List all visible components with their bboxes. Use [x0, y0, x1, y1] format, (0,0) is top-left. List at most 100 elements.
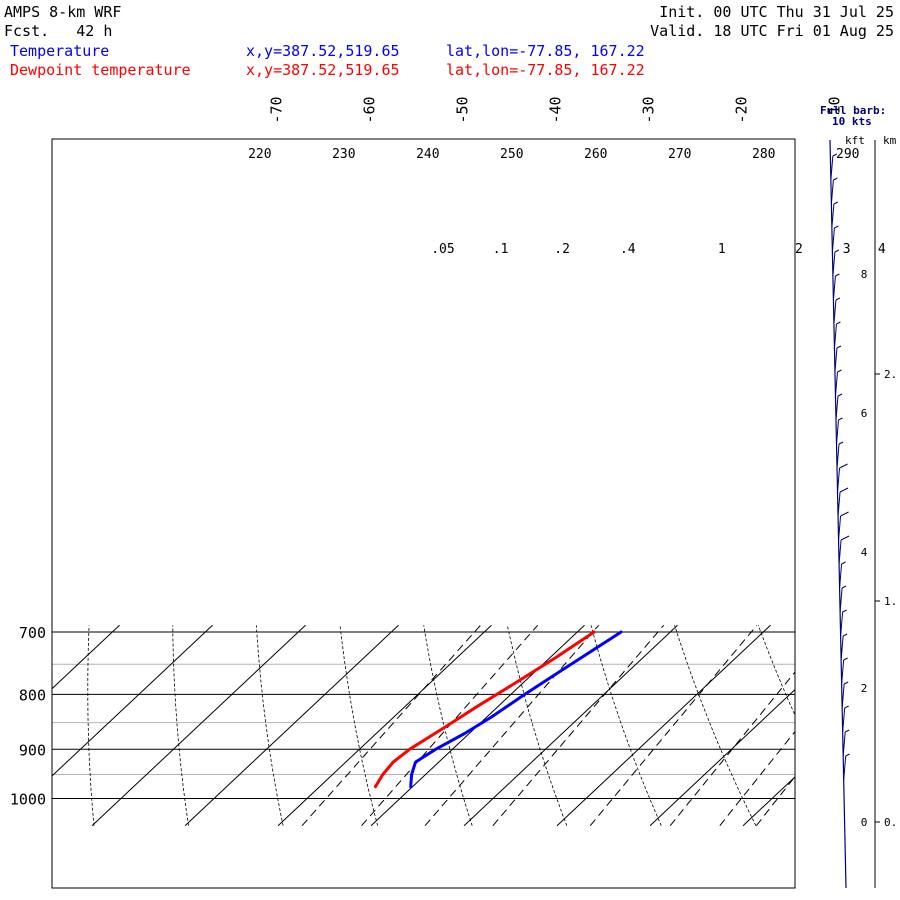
wind-barb [837, 463, 848, 493]
valid-time: Valid. 18 UTC Fri 01 Aug 25 [650, 22, 894, 40]
mixing-ratio-line [719, 730, 795, 827]
isotherm-line [91, 624, 306, 827]
mixing-ratio-label: .1 [493, 242, 509, 257]
mixing-ratio-label: 2 [795, 242, 803, 257]
height-km-tick-label: 1. [884, 595, 897, 608]
dry-adiabat-line [757, 625, 795, 717]
dry-adiabat-line [0, 625, 6, 825]
isotherm-line [184, 624, 399, 827]
mixing-ratio-label: 3 [843, 242, 851, 257]
height-kft-tick-label: 6 [861, 407, 868, 420]
wind-barb [841, 657, 848, 685]
mixing-ratio-line [669, 671, 795, 827]
wind-barb [838, 535, 850, 565]
mixing-ratio-line [492, 624, 665, 827]
wind-barb [839, 585, 847, 613]
dry-adiabat-line [590, 625, 662, 826]
dry-adiabat-line [674, 625, 757, 826]
pressure-tick-label: 900 [19, 741, 46, 759]
dry-adiabat-line [423, 625, 473, 826]
barb-note-title: Full barb: [820, 104, 886, 117]
wind-barb [842, 729, 850, 757]
height-kft-tick-label: 8 [861, 268, 868, 281]
dewpoint-legend-label: Dewpoint temperature [10, 61, 191, 79]
pressure-tick-label: 1000 [10, 791, 46, 809]
km-axis-label: km [883, 134, 897, 147]
kft-axis-label: kft [845, 134, 865, 147]
mixing-ratio-label: 4 [878, 242, 886, 257]
isotherm-line [836, 625, 900, 825]
wind-barb [832, 249, 840, 277]
mixing-ratio-line [424, 624, 600, 827]
wind-barb [834, 369, 842, 397]
wind-barb [832, 273, 840, 301]
height-kft-tick-label: 2 [861, 682, 868, 695]
dewpoint-profile-line [373, 630, 596, 789]
dewpoint-legend-xy: x,y=387.52,519.65 [246, 61, 400, 79]
wind-barb [830, 177, 838, 205]
dry-adiabat-line [256, 625, 284, 826]
isotherm-line [277, 624, 492, 827]
isotherm-label: -20 [732, 96, 750, 123]
isotherm-label: -70 [267, 96, 285, 123]
wind-barb [843, 753, 850, 781]
wind-barb [836, 417, 843, 445]
dry-adiabat-label: 220 [248, 147, 271, 162]
height-km-tick-label: 2. [884, 368, 897, 381]
isotherm-label: -30 [639, 96, 657, 123]
wind-barb [833, 297, 841, 325]
wind-barb [840, 609, 847, 637]
wind-barb [836, 441, 844, 469]
wind-barb [838, 511, 849, 541]
temperature-legend-xy: x,y=387.52,519.65 [246, 42, 400, 60]
mixing-ratio-line [589, 624, 758, 827]
wind-barb [840, 633, 848, 661]
isotherm-line [52, 624, 213, 777]
isotherm-label: -10 [825, 96, 843, 123]
dry-adiabat-label: 280 [752, 147, 775, 162]
mixing-ratio-label: .05 [431, 242, 454, 257]
dry-adiabat-label: 240 [416, 147, 439, 162]
wind-barb [830, 153, 838, 181]
dry-adiabat-line [172, 625, 189, 826]
pressure-tick-label: 800 [19, 686, 46, 704]
mixing-ratio-line [755, 775, 795, 827]
mixing-ratio-label: 1 [718, 242, 726, 257]
mixing-ratio-line [810, 625, 900, 825]
isotherm-label: -60 [360, 96, 378, 123]
init-time: Init. 00 UTC Thu 31 Jul 25 [659, 3, 894, 21]
mixing-ratio-label: .4 [620, 242, 636, 257]
wind-barb [831, 225, 839, 253]
temperature-legend-label: Temperature [10, 42, 110, 60]
barb-note-speed: 10 kts [832, 115, 872, 128]
model-title: AMPS 8-km WRF [4, 3, 122, 21]
mixing-ratio-label: .2 [554, 242, 570, 257]
wind-barb [842, 705, 849, 733]
dry-adiabat-label: 250 [500, 147, 523, 162]
wind-barb [841, 681, 849, 709]
height-km-tick-label: 0. [884, 816, 897, 829]
temperature-legend-latlon: lat,lon=-77.85, 167.22 [446, 42, 645, 60]
mixing-ratio-line [361, 624, 539, 827]
dry-adiabat-label: 230 [332, 147, 355, 162]
wind-barb [834, 345, 842, 373]
dry-adiabat-label: 260 [584, 147, 607, 162]
isotherm-line [742, 776, 795, 827]
wind-barb [831, 201, 839, 229]
isotherm-line [52, 624, 120, 690]
dewpoint-legend-latlon: lat,lon=-77.85, 167.22 [446, 61, 645, 79]
forecast-hour: Fcst. 42 h [4, 22, 113, 40]
dry-adiabat-line [339, 625, 378, 826]
height-kft-tick-label: 0 [861, 816, 868, 829]
wind-barb [835, 393, 843, 421]
pressure-tick-label: 700 [19, 624, 46, 642]
wind-barb [839, 561, 846, 589]
height-kft-tick-label: 4 [861, 546, 868, 559]
isotherm-label: -50 [453, 96, 471, 123]
isotherm-line [556, 624, 771, 827]
wind-barb [837, 487, 849, 517]
isotherm-label: -40 [546, 96, 564, 123]
dry-adiabat-label: 290 [836, 147, 859, 162]
plot-frame [51, 138, 796, 889]
